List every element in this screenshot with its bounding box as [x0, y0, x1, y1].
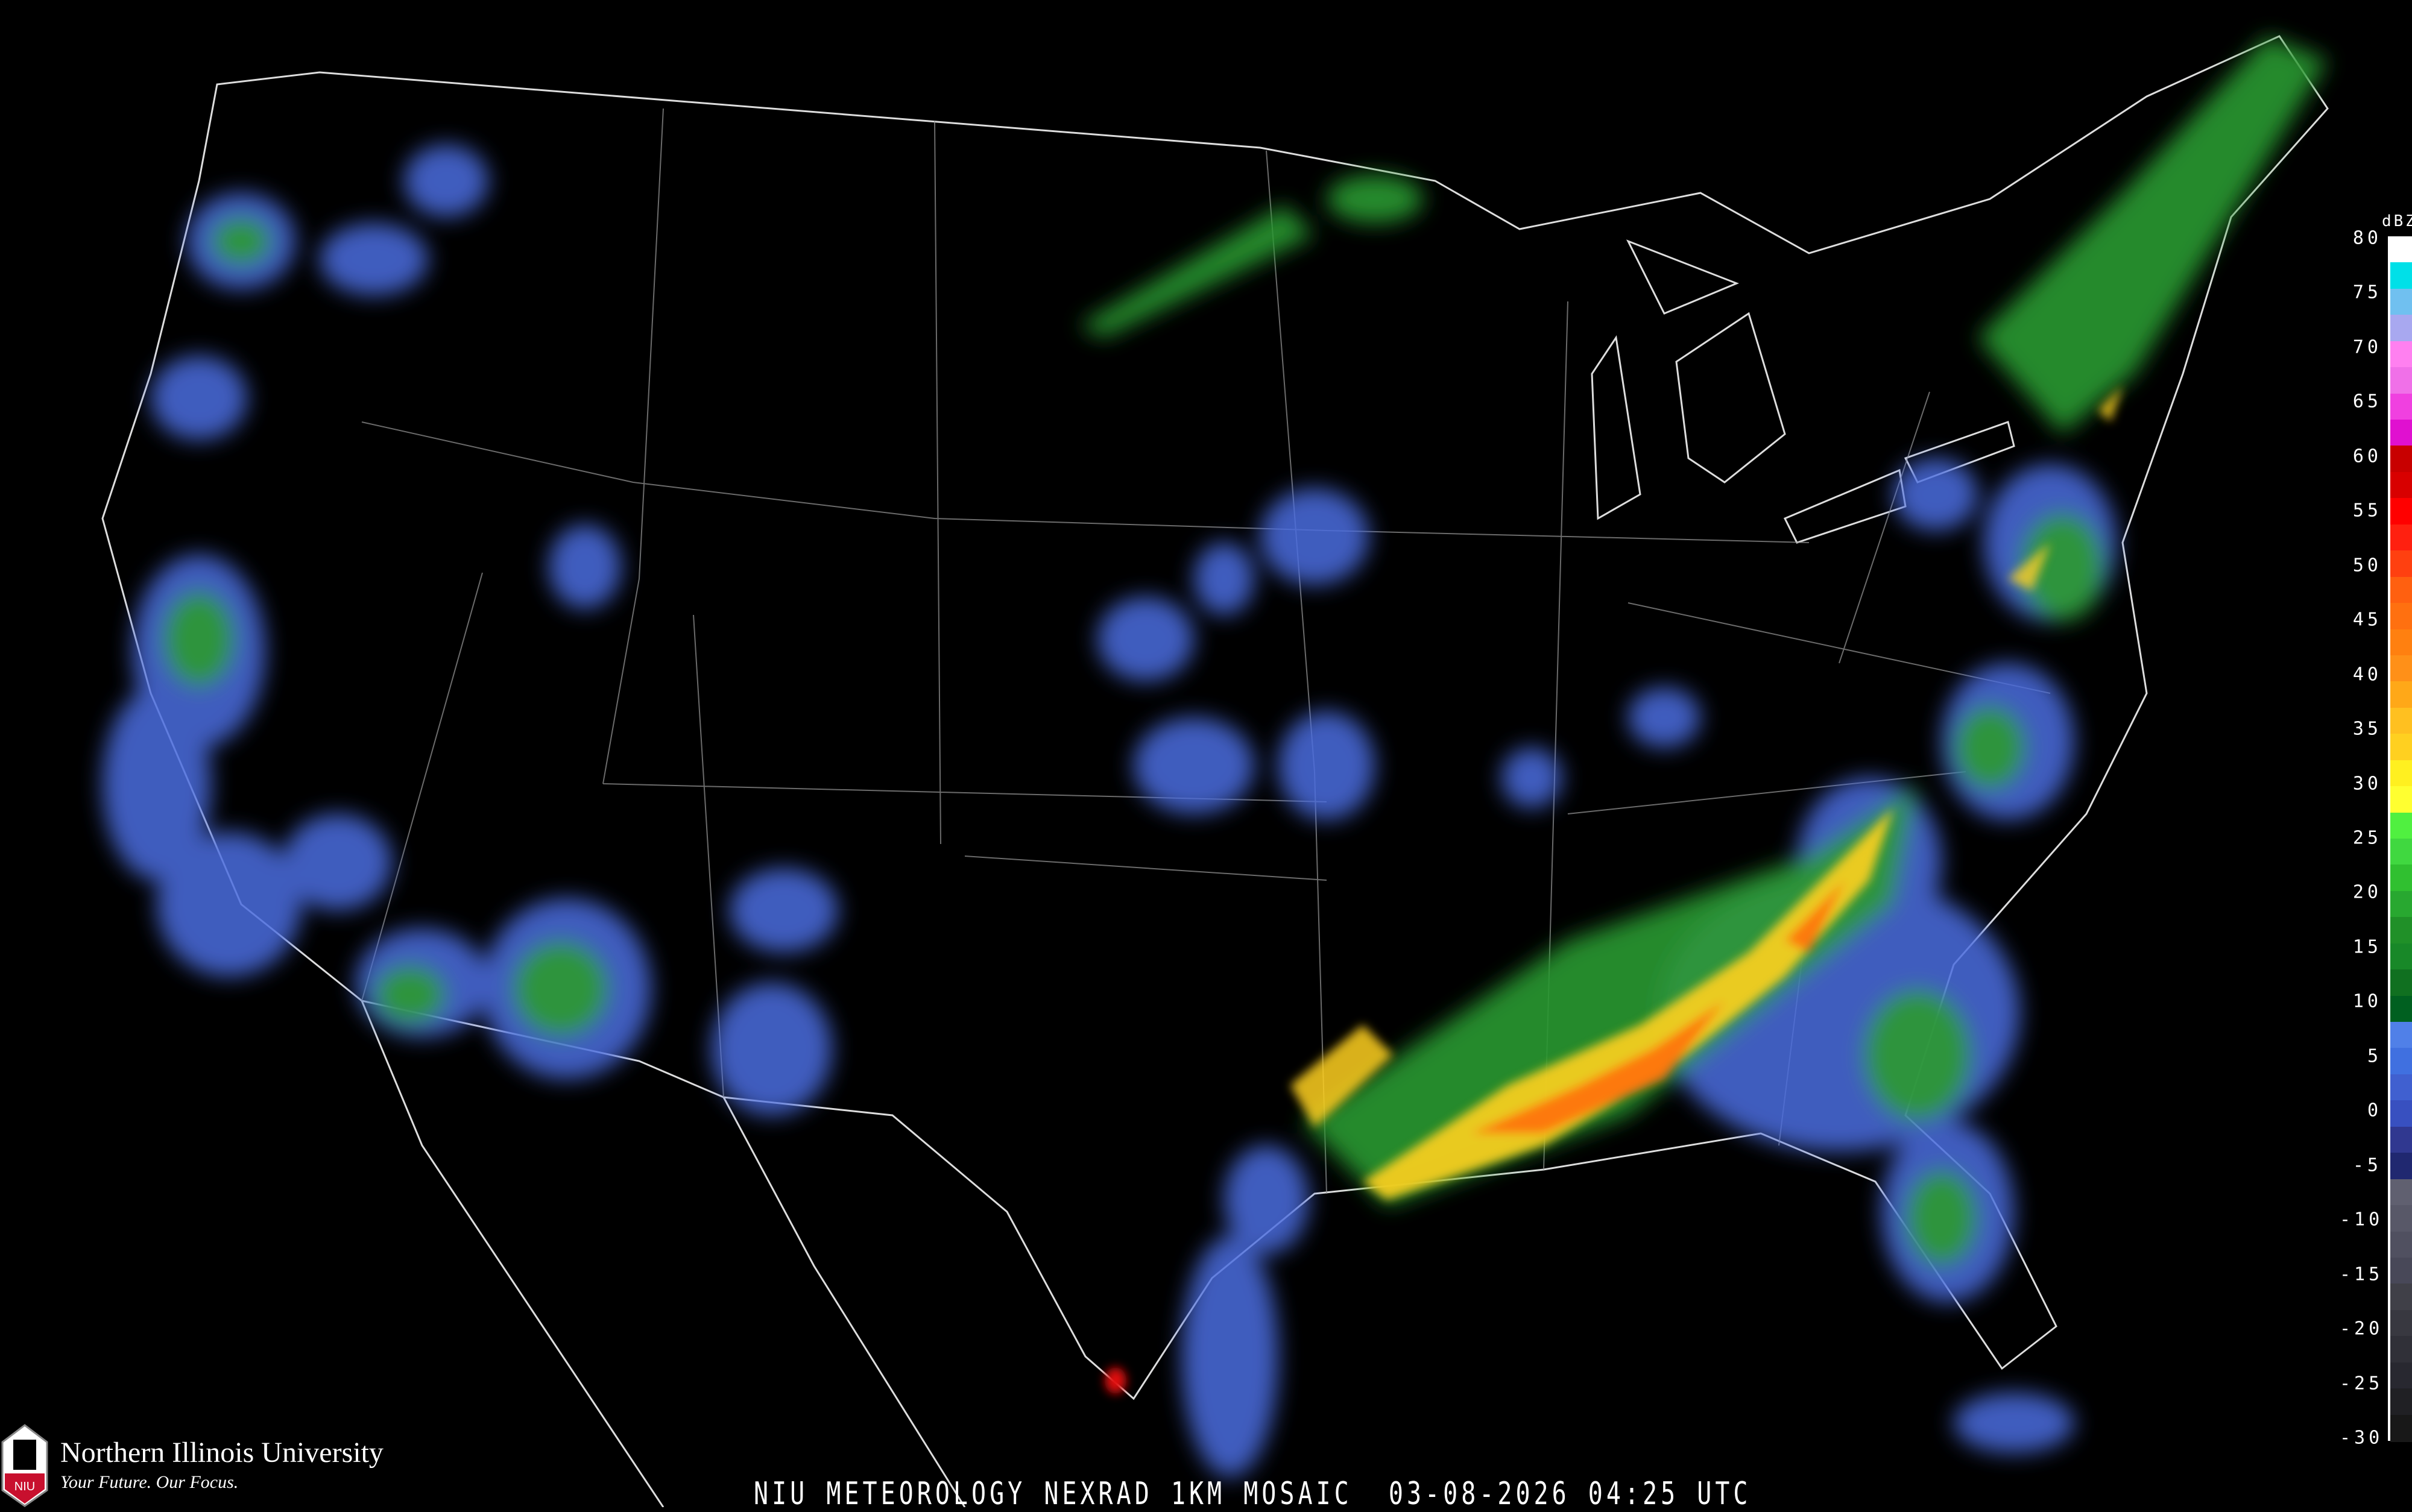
legend-label: -30 — [2340, 1427, 2384, 1449]
legend-label: 55 — [2352, 500, 2382, 521]
legend-swatch — [2390, 707, 2412, 736]
legend-swatch — [2390, 760, 2412, 788]
dbz-color-legend — [2388, 236, 2412, 1442]
legend-swatch — [2390, 1336, 2412, 1364]
mexico-coast — [361, 1000, 966, 1507]
louisiana-yellow — [1290, 1025, 1393, 1127]
legend-swatch — [2390, 1388, 2412, 1416]
legend-swatch — [2390, 1153, 2412, 1180]
heavy-echoes — [1105, 386, 2123, 1394]
legend-swatch — [2390, 393, 2412, 421]
legend-swatch — [2390, 1126, 2412, 1154]
legend-swatch — [2390, 446, 2412, 473]
northeast-yellow — [2008, 386, 2123, 591]
legend-swatch — [2390, 315, 2412, 342]
legend-label: 60 — [2352, 446, 2382, 467]
legend-label: -25 — [2340, 1373, 2384, 1394]
legend-swatch — [2390, 839, 2412, 866]
legend-swatch — [2390, 969, 2412, 997]
legend-swatch — [2390, 890, 2412, 919]
great-lakes — [1591, 239, 2015, 544]
tx-cell — [1105, 1367, 1126, 1394]
legend-swatch — [2390, 236, 2412, 264]
legend-label: 65 — [2352, 391, 2382, 412]
legend-swatch — [2390, 1257, 2412, 1285]
legend-swatch — [2390, 1205, 2412, 1233]
legend-swatch — [2390, 524, 2412, 552]
legend-swatch — [2390, 865, 2412, 892]
legend-swatch — [2390, 367, 2412, 395]
legend-swatch — [2390, 629, 2412, 657]
legend-swatch — [2390, 812, 2412, 840]
legend-swatch — [2390, 1231, 2412, 1259]
legend-swatch — [2390, 603, 2412, 631]
legend-swatch — [2390, 1309, 2412, 1338]
legend-label: 35 — [2352, 718, 2382, 740]
legend-label: 80 — [2352, 227, 2382, 249]
legend-swatch — [2390, 1048, 2412, 1076]
legend-label: -10 — [2340, 1209, 2384, 1230]
legend-swatch — [2390, 498, 2412, 526]
university-tagline: Your Future. Our Focus. — [60, 1472, 239, 1492]
legend-swatch — [2390, 1100, 2412, 1128]
legend-swatch — [2390, 420, 2412, 447]
legend-label: -20 — [2340, 1318, 2384, 1340]
legend-label: 5 — [2367, 1045, 2382, 1067]
light-echoes — [103, 145, 2117, 1477]
interior-state-lines — [361, 108, 2051, 1194]
legend-label: 50 — [2352, 555, 2382, 576]
legend-swatch — [2390, 262, 2412, 290]
legend-swatch — [2390, 1074, 2412, 1102]
legend-swatch — [2390, 341, 2412, 369]
niu-logo: NIU Northern Illinois University Your Fu… — [0, 1424, 434, 1507]
legend-swatch — [2390, 471, 2412, 500]
legend-swatch — [2390, 1362, 2412, 1390]
legend-swatch — [2390, 288, 2412, 317]
legend-unit: dBZ — [2382, 212, 2412, 230]
legend-label: 15 — [2352, 936, 2382, 958]
moderate-echoes — [163, 36, 2328, 1266]
svg-text:NIU: NIU — [14, 1480, 35, 1493]
legend-label: -5 — [2352, 1154, 2382, 1176]
legend-label: 0 — [2367, 1100, 2382, 1121]
legend-swatch — [2390, 1179, 2412, 1207]
university-name: Northern Illinois University — [60, 1437, 384, 1469]
legend-swatch — [2390, 576, 2412, 605]
legend-label: 75 — [2352, 282, 2382, 303]
legend-swatch — [2390, 943, 2412, 971]
legend-label: 25 — [2352, 827, 2382, 849]
radar-echoes — [103, 36, 2328, 1477]
legend-label: 70 — [2352, 336, 2382, 358]
legend-swatch — [2390, 1022, 2412, 1050]
legend-label: 30 — [2352, 773, 2382, 795]
legend-swatch — [2390, 1414, 2412, 1442]
legend-swatch — [2390, 681, 2412, 709]
legend-swatch — [2390, 786, 2412, 814]
map-caption: NIU METEOROLOGY NEXRAD 1KM MOSAIC 03-08-… — [754, 1476, 1752, 1512]
legend-swatch — [2390, 1284, 2412, 1311]
legend-label: 20 — [2352, 881, 2382, 903]
squall-line-yellow — [1363, 808, 1893, 1200]
niu-shield-icon: NIU — [1, 1424, 48, 1507]
legend-swatch — [2390, 655, 2412, 683]
legend-swatch — [2390, 995, 2412, 1024]
legend-swatch — [2390, 550, 2412, 578]
legend-label: -15 — [2340, 1264, 2384, 1285]
legend-swatch — [2390, 734, 2412, 761]
legend-label: 40 — [2352, 664, 2382, 685]
legend-label: 45 — [2352, 609, 2382, 631]
legend-swatch — [2390, 917, 2412, 945]
legend-label: 10 — [2352, 991, 2382, 1012]
